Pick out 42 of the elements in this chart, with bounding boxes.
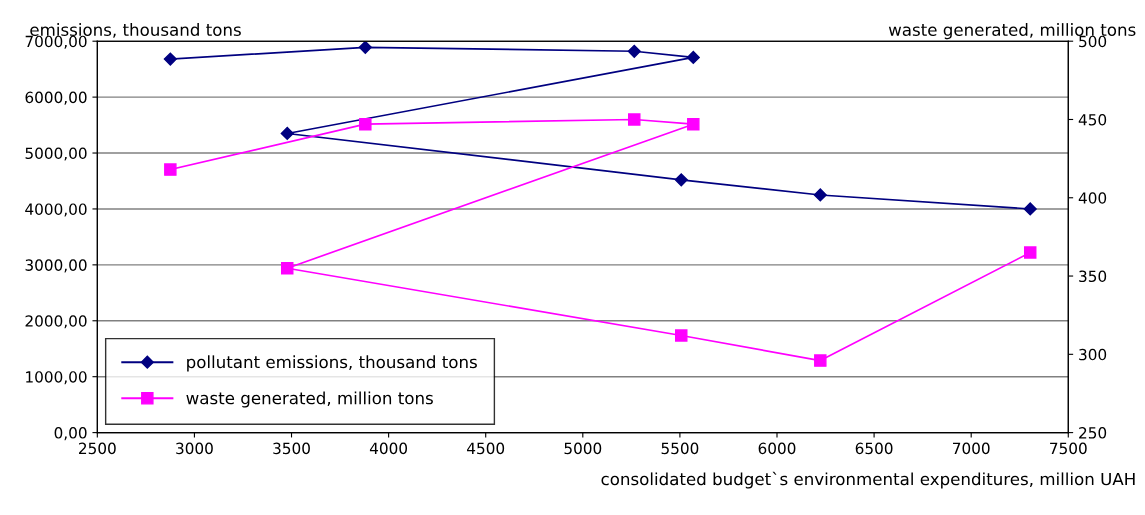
x-tick-label: 2500 bbox=[79, 442, 116, 455]
x-tick-label: 7000 bbox=[953, 442, 990, 455]
point bbox=[163, 52, 177, 66]
point bbox=[674, 173, 688, 187]
x-axis-title: consolidated budget`s environmental expenditures, million UAH bbox=[601, 471, 1135, 489]
legend-label: waste generated, million tons bbox=[186, 391, 433, 408]
y-tick-label: 1000,00 bbox=[26, 371, 87, 385]
y-tick-label: 0,00 bbox=[54, 427, 87, 441]
y2-tick-label: 350 bbox=[1079, 270, 1107, 283]
x-tick-label: 3500 bbox=[273, 442, 310, 455]
point bbox=[280, 126, 294, 141]
y2-tick-label: 300 bbox=[1079, 348, 1107, 361]
x-tick-label: 6500 bbox=[855, 442, 893, 455]
x-tick-label: 5500 bbox=[661, 442, 699, 455]
x-tick-label: 5000 bbox=[564, 442, 602, 455]
point bbox=[627, 44, 641, 58]
y-tick-label: 3000,00 bbox=[25, 259, 87, 273]
point bbox=[164, 163, 177, 176]
x-tick-label: 7500 bbox=[1050, 442, 1087, 455]
point bbox=[628, 113, 641, 126]
x-tick-label: 3000 bbox=[176, 442, 213, 455]
y-tick-label: 2000,00 bbox=[25, 315, 87, 329]
point bbox=[280, 261, 294, 275]
point bbox=[359, 117, 372, 131]
point bbox=[687, 117, 700, 131]
x-tick-label: 4500 bbox=[467, 442, 505, 455]
y2-tick-label: 250 bbox=[1079, 427, 1107, 439]
point bbox=[1023, 246, 1037, 259]
point bbox=[675, 329, 688, 342]
y-tick-label: 6000,00 bbox=[25, 91, 87, 105]
x-tick-label: 4000 bbox=[369, 442, 408, 455]
point bbox=[813, 188, 827, 202]
y-tick-label: 4000,00 bbox=[25, 203, 87, 217]
y-tick-label: 5000,00 bbox=[25, 147, 87, 161]
point bbox=[1023, 202, 1037, 216]
x-tick-label: 6000 bbox=[758, 442, 796, 455]
point bbox=[358, 41, 372, 54]
point bbox=[814, 354, 827, 367]
y2-tick-label: 400 bbox=[1078, 192, 1107, 204]
point bbox=[686, 50, 700, 65]
legend-label: pollutant emissions, thousand tons bbox=[187, 355, 477, 372]
y2-tick-label: 450 bbox=[1078, 113, 1107, 126]
